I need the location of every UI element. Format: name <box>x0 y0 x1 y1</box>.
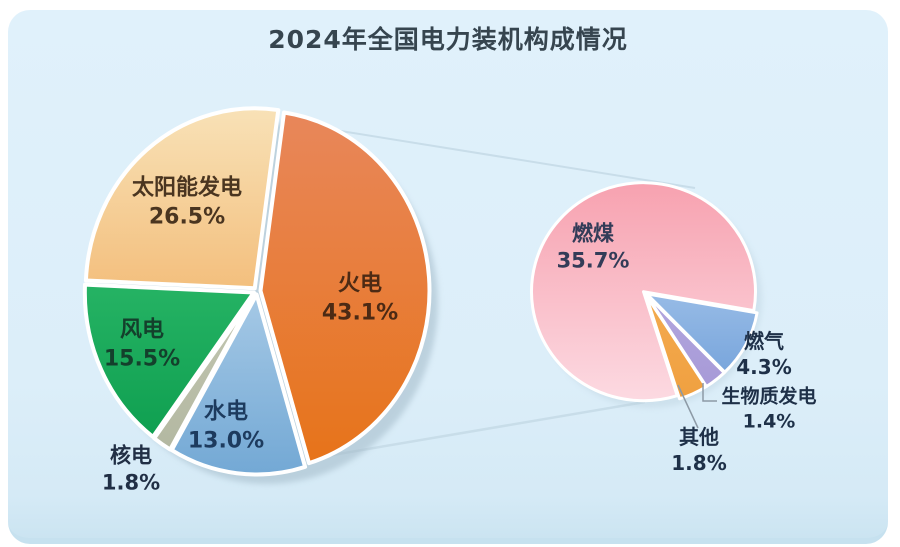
label-solar: 太阳能发电 26.5% <box>132 174 242 231</box>
label-hydro-name: 水电 <box>203 399 249 425</box>
label-other: 其他 1.8% <box>671 424 726 476</box>
label-biomass-name: 生物质发电 <box>721 385 817 408</box>
label-thermal-value: 43.1% <box>321 300 399 325</box>
label-biomass-value: 1.4% <box>742 410 796 432</box>
label-thermal: 火电 43.1% <box>322 270 398 327</box>
pie-slice-风电 <box>82 282 256 439</box>
label-wind: 风电 15.5% <box>104 316 180 373</box>
leader-line-biomass <box>702 383 717 402</box>
label-nuclear: 核电 1.8% <box>102 443 160 498</box>
label-other-name: 其他 <box>679 425 719 449</box>
label-hydro-value: 13.0% <box>187 428 265 453</box>
chart-title: 2024年全国电力装机构成情况 <box>268 25 628 54</box>
sub-pie <box>530 181 759 403</box>
pie-slice-水电 <box>169 292 308 477</box>
pie-slice-火电 <box>258 110 432 466</box>
label-thermal-name: 火电 <box>337 271 383 297</box>
label-solar-value: 26.5% <box>148 204 226 229</box>
label-solar-name: 太阳能发电 <box>131 175 243 201</box>
label-biomass: 生物质发电 1.4% <box>721 384 816 433</box>
label-gas-name: 燃气 <box>744 329 784 353</box>
pie-slice-燃煤 <box>530 181 757 403</box>
pie-slice-其他 <box>644 293 708 401</box>
connector-line-top <box>284 121 696 189</box>
label-nuclear-value: 1.8% <box>101 471 161 495</box>
label-wind-name: 风电 <box>119 317 165 343</box>
pie-slice-太阳能发电 <box>83 106 281 291</box>
label-nuclear-name: 核电 <box>110 443 152 468</box>
main-pie <box>82 106 432 477</box>
label-wind-value: 15.5% <box>103 346 181 371</box>
leader-line-other <box>677 384 699 429</box>
label-gas-value: 4.3% <box>736 355 792 379</box>
label-hydro: 水电 13.0% <box>188 398 264 455</box>
label-gas: 燃气 4.3% <box>736 328 791 380</box>
label-coal: 燃煤 35.7% <box>557 221 630 276</box>
label-coal-value: 35.7% <box>556 249 630 273</box>
label-coal-name: 燃煤 <box>571 221 614 246</box>
label-other-value: 1.8% <box>671 451 727 475</box>
